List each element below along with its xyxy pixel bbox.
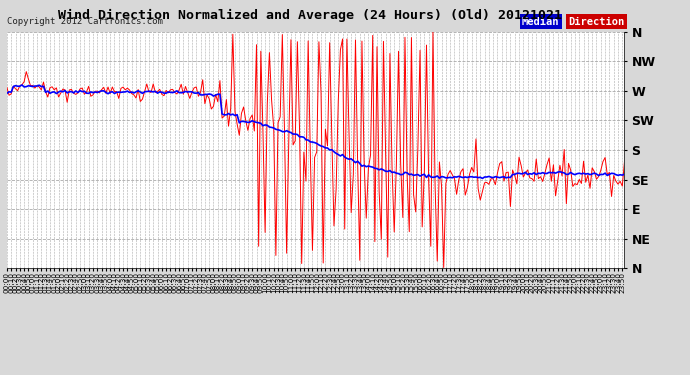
Text: Median: Median	[522, 16, 560, 27]
Text: Wind Direction Normalized and Average (24 Hours) (Old) 20121021: Wind Direction Normalized and Average (2…	[59, 9, 562, 22]
Text: Direction: Direction	[568, 16, 624, 27]
Text: Copyright 2012 Cartronics.com: Copyright 2012 Cartronics.com	[7, 17, 163, 26]
